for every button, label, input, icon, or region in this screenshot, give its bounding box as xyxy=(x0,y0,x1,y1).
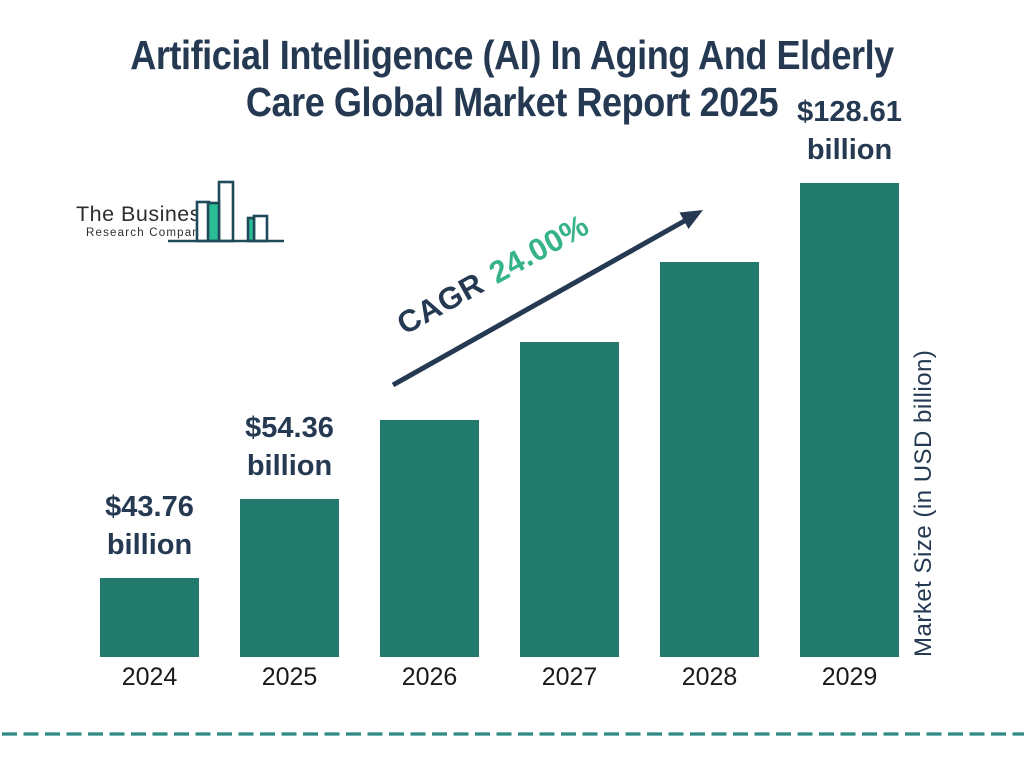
x-axis-labels: 2024 2025 2026 2027 2028 2029 xyxy=(100,663,899,692)
bar-2028 xyxy=(660,262,759,657)
bottom-dashed-divider xyxy=(2,732,1024,736)
bar-2025: $54.36 billion xyxy=(240,412,339,657)
value-unit: billion xyxy=(806,134,893,166)
bar-chart: $43.76 billion $54.36 billion $128.61 bi… xyxy=(100,96,902,657)
company-logo-subname: Research Company xyxy=(86,227,207,239)
x-tick-2026: 2026 xyxy=(401,663,458,691)
value-amount: $54.36 xyxy=(245,412,334,444)
company-logo: The Business Research Company xyxy=(74,178,294,248)
page-title: Artificial Intelligence (AI) In Aging An… xyxy=(61,32,962,126)
x-tick-2025: 2025 xyxy=(261,663,318,691)
company-logo-name: The Business xyxy=(76,202,213,226)
x-tick-2024: 2024 xyxy=(121,663,178,691)
logo-bars-icon xyxy=(168,180,284,243)
value-amount: $43.76 xyxy=(105,491,194,523)
value-unit: billion xyxy=(106,529,193,561)
value-amount: $128.61 xyxy=(797,96,902,128)
x-tick-2029: 2029 xyxy=(821,663,878,691)
company-logo-text: The Business Research Company xyxy=(76,202,213,239)
page-title-line1: Artificial Intelligence (AI) In Aging An… xyxy=(130,32,894,78)
bar-2026 xyxy=(380,420,479,657)
x-tick-2027: 2027 xyxy=(541,663,598,691)
bar-2029: $128.61 billion xyxy=(797,96,902,657)
y-axis-label: Market Size (in USD billion) xyxy=(910,349,937,657)
x-tick-2028: 2028 xyxy=(681,663,738,691)
page-title-line2: Care Global Market Report 2025 xyxy=(245,79,779,125)
bar-2027 xyxy=(520,342,619,657)
bar-2024: $43.76 billion xyxy=(100,491,199,657)
value-label-2029: $128.61 billion xyxy=(765,93,935,169)
value-unit: billion xyxy=(246,450,333,482)
value-label-2025: $54.36 billion xyxy=(205,409,375,485)
value-label-2024: $43.76 billion xyxy=(65,488,235,564)
